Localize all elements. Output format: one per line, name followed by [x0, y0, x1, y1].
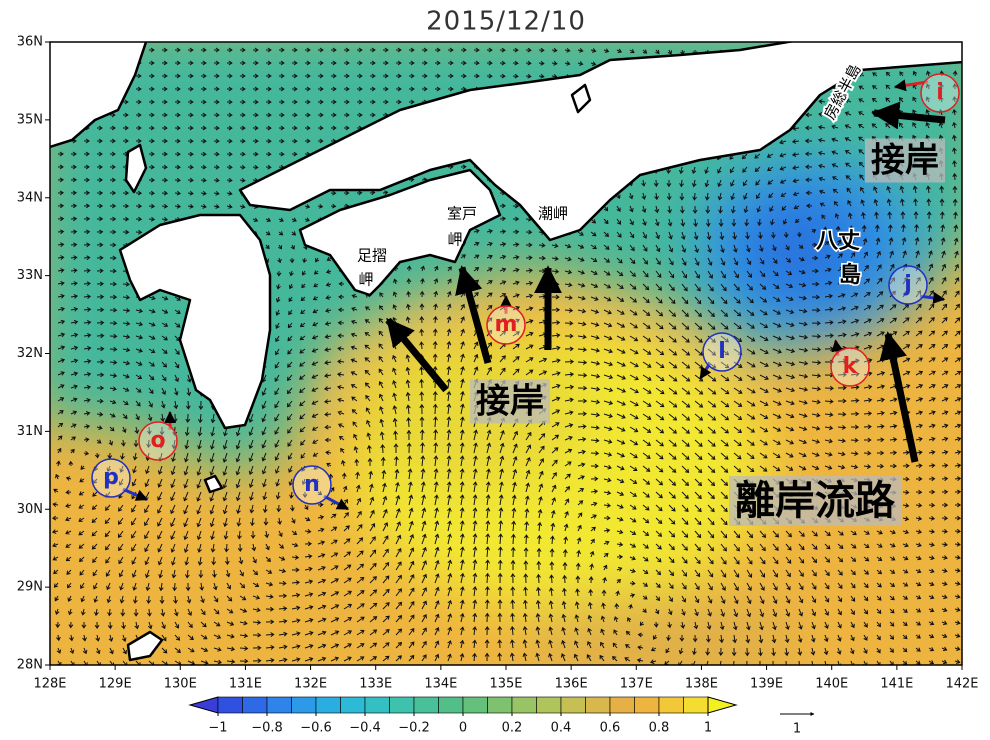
- marker-label: m: [495, 312, 518, 337]
- colorbar-label: 0: [459, 721, 467, 736]
- x-tick-label: 130E: [164, 677, 197, 692]
- place-label: 岬: [447, 231, 462, 249]
- place-label: 潮岬: [538, 205, 568, 223]
- colorbar-bin: [585, 696, 611, 714]
- colorbar-bin: [438, 696, 464, 714]
- colorbar-bin: [560, 696, 586, 714]
- x-tick-label: 134E: [424, 677, 457, 692]
- x-tick-label: 128E: [33, 677, 66, 692]
- colorbar-bin: [536, 696, 562, 714]
- colorbar-bin: [658, 696, 684, 714]
- marker-circle: [888, 265, 928, 305]
- colorbar-bin: [634, 696, 660, 714]
- callout: 離岸流路: [735, 478, 896, 524]
- x-tick-label: 133E: [359, 677, 392, 692]
- title: 2015/12/10: [426, 7, 586, 37]
- colorbar-label: −0.8: [251, 721, 283, 736]
- place-label: 岬: [358, 271, 373, 289]
- colorbar-label: 0.8: [649, 721, 670, 736]
- place-label: 室戸: [447, 205, 477, 223]
- colorbar-label: −0.6: [300, 721, 332, 736]
- marker-arrow: [323, 494, 350, 511]
- colorbar-label: −1: [208, 721, 227, 736]
- colorbar-end: [188, 696, 219, 714]
- colorbar-bin: [462, 696, 488, 714]
- x-tick-label: 140E: [815, 677, 848, 692]
- colorbar-label: −0.4: [349, 721, 381, 736]
- vector-key-label: 1: [793, 722, 801, 737]
- colorbar-bin: [364, 696, 390, 714]
- y-tick-label: 32N: [17, 346, 43, 361]
- marker-label: l: [718, 339, 726, 364]
- x-tick-label: 135E: [489, 677, 522, 692]
- callout: 接岸: [871, 141, 939, 181]
- colorbar-bin: [389, 696, 415, 714]
- y-tick-label: 31N: [17, 424, 43, 439]
- colorbar-bin: [242, 696, 268, 714]
- marker-label: j: [903, 272, 912, 297]
- callout: 接岸: [476, 382, 544, 422]
- x-tick-label: 141E: [880, 677, 913, 692]
- x-tick-label: 132E: [294, 677, 327, 692]
- colorbar-bin: [511, 696, 537, 714]
- colorbar-end: [707, 696, 738, 714]
- y-tick-label: 30N: [17, 502, 43, 517]
- colorbar-bin: [609, 696, 635, 714]
- x-tick-label: 131E: [229, 677, 262, 692]
- marker-label: p: [103, 465, 119, 490]
- y-tick-label: 33N: [17, 268, 43, 283]
- land: [50, 42, 962, 662]
- y-tick-label: 29N: [17, 580, 43, 595]
- colorbar-label: 1: [704, 721, 712, 736]
- marker-circle: [138, 421, 178, 461]
- marker-label: i: [936, 80, 944, 105]
- x-tick-label: 137E: [620, 677, 653, 692]
- colorbar-bin: [340, 696, 366, 714]
- y-tick-label: 28N: [17, 658, 43, 673]
- marker-arrow: [122, 487, 149, 501]
- callout-bg: [729, 476, 902, 526]
- x-tick-label: 138E: [685, 677, 718, 692]
- marker-circle: [830, 347, 870, 387]
- x-tick-label: 142E: [945, 677, 978, 692]
- marker-circle: [486, 305, 526, 345]
- colorbar-label: 0.2: [502, 721, 523, 736]
- y-tick-label: 36N: [17, 35, 43, 50]
- place-label: 足摺: [357, 247, 387, 265]
- colorbar-bin: [291, 696, 317, 714]
- colorbar-bin: [217, 696, 243, 714]
- x-tick-label: 136E: [555, 677, 588, 692]
- marker-arrow: [919, 292, 946, 304]
- callout-bg: [470, 379, 550, 424]
- colorbar-bin: [315, 696, 341, 714]
- colorbar-label: −0.2: [398, 721, 430, 736]
- marker-arrow: [893, 79, 929, 92]
- arrow: [871, 101, 946, 130]
- marker-label: k: [843, 354, 859, 379]
- marker-circle: [702, 332, 742, 372]
- place-label: 島: [839, 262, 861, 288]
- colorbar-bin: [266, 696, 292, 714]
- marker-circle: [920, 73, 960, 113]
- marker-label: o: [150, 428, 165, 453]
- colorbar-label: 0.4: [551, 721, 572, 736]
- colorbar-bin: [683, 696, 709, 714]
- arrow: [879, 331, 919, 463]
- x-tick-label: 129E: [99, 677, 132, 692]
- ocean-field: [50, 42, 962, 665]
- x-tick-label: 139E: [750, 677, 783, 692]
- arrow: [455, 265, 492, 364]
- marker-circle: [292, 465, 332, 505]
- arrow: [385, 317, 449, 393]
- y-tick-label: 35N: [17, 112, 43, 127]
- callout-bg: [865, 138, 945, 183]
- colorbar-bin: [413, 696, 439, 714]
- colorbar-bin: [487, 696, 513, 714]
- colorbar-label: 0.6: [600, 721, 621, 736]
- place-label: 八丈: [816, 229, 860, 254]
- y-tick-label: 34N: [17, 190, 43, 205]
- marker-label: n: [304, 472, 320, 497]
- marker-circle: [91, 458, 131, 498]
